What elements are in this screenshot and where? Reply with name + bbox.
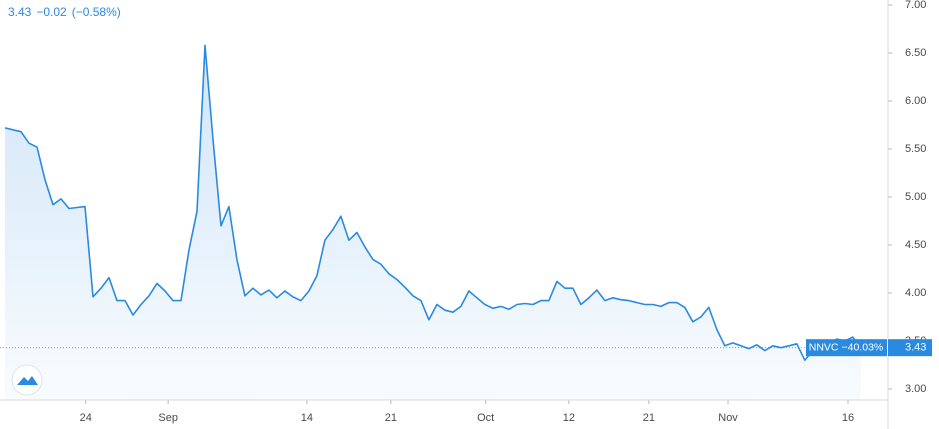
period-change: −40.03% <box>842 341 884 353</box>
price-label-box <box>888 339 932 357</box>
x-tick-label: 21 <box>385 412 397 424</box>
logo-icon[interactable] <box>17 376 38 385</box>
last-price: 3.43 <box>8 5 32 19</box>
change: −0.02 <box>36 5 67 19</box>
series-label: NNVC −40.03% <box>809 341 884 353</box>
logo[interactable] <box>11 364 43 396</box>
x-tick-label: 21 <box>643 412 655 424</box>
y-tick-label: 6.50 <box>905 47 926 59</box>
x-tick-label: Nov <box>718 412 738 424</box>
price-header: 3.43 −0.02 (−0.58%) <box>8 5 121 19</box>
x-tick-label: 12 <box>563 412 575 424</box>
x-tick-label: Oct <box>477 412 494 424</box>
change-pct: (−0.58%) <box>72 5 121 19</box>
y-tick-label: 4.50 <box>905 239 926 251</box>
y-tick-label: 6.00 <box>905 95 926 107</box>
y-tick-label: 5.00 <box>905 191 926 203</box>
y-tick-label: 4.00 <box>905 287 926 299</box>
x-tick-label: 16 <box>842 412 854 424</box>
x-tick-label: 14 <box>301 412 313 424</box>
series-name: NNVC <box>809 341 839 353</box>
series-label-box <box>806 339 887 357</box>
y-tick-label: 5.50 <box>905 143 926 155</box>
price-label: 3.43 <box>905 342 926 354</box>
x-tick-label: 24 <box>80 412 92 424</box>
line <box>4 44 862 361</box>
y-tick-label: 7.00 <box>905 0 926 11</box>
y-tick-label: 3.00 <box>905 383 926 395</box>
area <box>5 45 861 401</box>
x-tick-label: Sep <box>158 412 178 424</box>
